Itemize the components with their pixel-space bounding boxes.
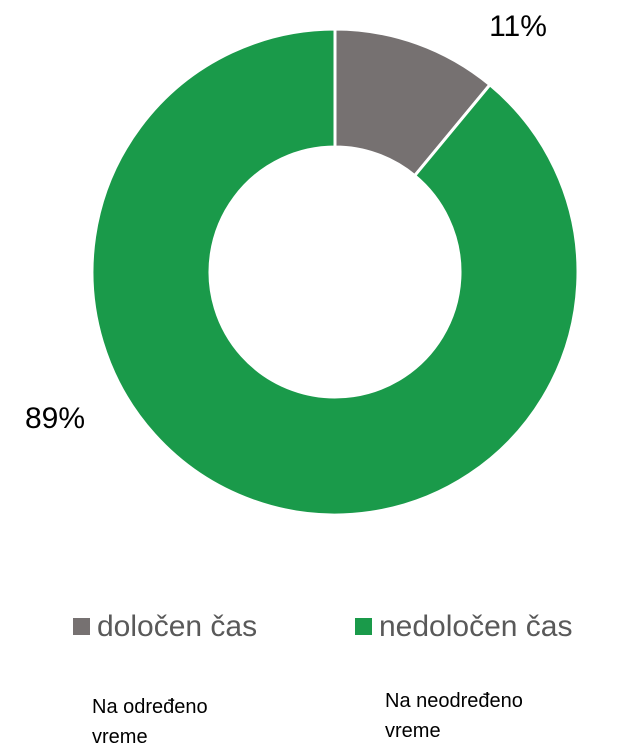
annotation: Na određeno vreme [92,696,208,748]
legend-swatch [355,618,372,635]
data-label: 89% [25,402,85,435]
legend-swatch [73,618,90,635]
legend-label: nedoločen čas [379,610,572,643]
legend-label: določen čas [97,610,257,643]
data-label: 11% [489,10,547,43]
donut-slice [90,27,580,517]
annotation: Na neodređeno vreme [385,690,523,742]
